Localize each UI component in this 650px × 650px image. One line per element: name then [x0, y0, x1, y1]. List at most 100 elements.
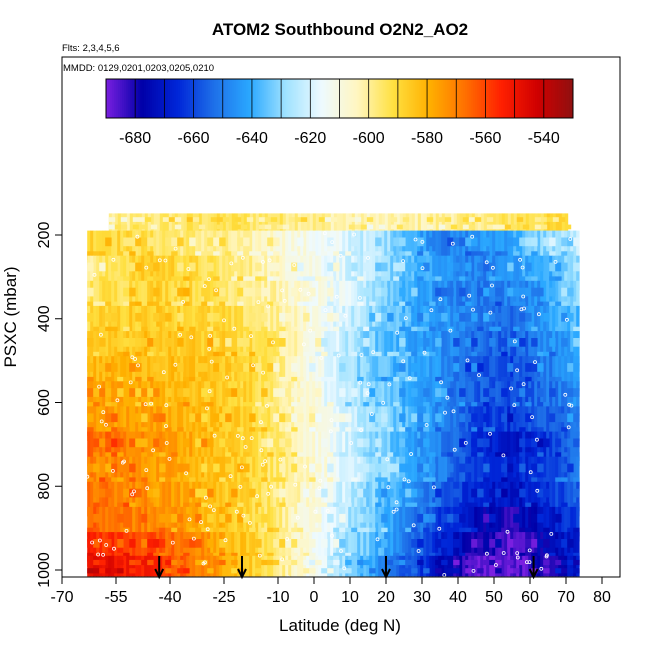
- heatmap-cell: [120, 456, 124, 492]
- heatmap-cell: [129, 431, 133, 467]
- heatmap-cell: [117, 438, 124, 448]
- heatmap-cell: [558, 356, 562, 391]
- heatmap-cell: [267, 338, 274, 347]
- heatmap-cell: [372, 431, 376, 467]
- heatmap-cell: [270, 532, 274, 567]
- heatmap-cell: [417, 230, 421, 266]
- heatmap-cell: [267, 452, 274, 461]
- heatmap-cell: [159, 463, 166, 473]
- heatmap-cell: [381, 305, 385, 341]
- heatmap-cell: [252, 506, 256, 542]
- heatmap-cell: [561, 568, 568, 574]
- heatmap-cell: [414, 406, 418, 441]
- heatmap-cell: [174, 280, 178, 316]
- heatmap-cell: [117, 331, 121, 366]
- heatmap-cell: [132, 217, 140, 222]
- heatmap-cell: [555, 280, 559, 316]
- heatmap-cell: [456, 381, 460, 416]
- colorbar-swatch: [539, 79, 542, 118]
- heatmap-cell: [246, 506, 250, 542]
- heatmap-cell: [117, 305, 121, 341]
- heatmap-cell: [402, 456, 406, 492]
- heatmap-cell: [474, 381, 478, 416]
- heatmap-cell: [405, 312, 412, 322]
- colorbar-swatch: [203, 79, 207, 118]
- heatmap-cell: [117, 456, 121, 492]
- heatmap-cell: [372, 381, 376, 416]
- heatmap-cell: [201, 555, 205, 577]
- heatmap-cell: [303, 213, 308, 232]
- heatmap-cell: [489, 230, 493, 266]
- colorbar-swatch: [111, 79, 115, 118]
- heatmap-cell: [294, 506, 298, 542]
- heatmap-cell: [198, 255, 202, 291]
- heatmap-cell: [468, 213, 473, 232]
- heatmap-cell: [105, 381, 109, 416]
- heatmap-cell: [573, 376, 580, 386]
- heatmap-cell: [360, 230, 364, 266]
- heatmap-cell: [504, 230, 508, 266]
- heatmap-cell: [327, 255, 331, 291]
- heatmap-cell: [108, 217, 116, 222]
- heatmap-cell: [174, 481, 178, 517]
- sample-dot: [133, 357, 138, 361]
- heatmap-cell: [243, 276, 250, 286]
- heatmap-cell: [300, 506, 304, 542]
- heatmap-cell: [243, 356, 247, 391]
- heatmap-cell: [558, 481, 562, 517]
- colorbar-swatch: [569, 79, 572, 118]
- heatmap-cell: [135, 262, 142, 272]
- colorbar-swatch: [441, 79, 444, 118]
- heatmap-cell: [183, 463, 190, 473]
- heatmap-cell: [243, 532, 247, 567]
- colorbar-swatch: [377, 79, 380, 118]
- heatmap-cell: [489, 452, 496, 461]
- heatmap-cell: [489, 280, 493, 316]
- heatmap-cell: [153, 438, 160, 448]
- heatmap-cell: [201, 388, 208, 397]
- heatmap-cell: [564, 213, 569, 232]
- heatmap-cell: [228, 356, 232, 391]
- heatmap-cell: [132, 230, 136, 266]
- heatmap-cell: [213, 555, 217, 577]
- heatmap-cell: [570, 506, 574, 542]
- heatmap-cell: [168, 456, 172, 492]
- heatmap-cell: [132, 506, 136, 542]
- heatmap-cell: [327, 230, 331, 266]
- heatmap-cell: [336, 532, 340, 567]
- heatmap-cell: [237, 280, 241, 316]
- heatmap-cell: [462, 217, 470, 222]
- heatmap-cell: [327, 456, 331, 492]
- heatmap-cell: [282, 230, 286, 266]
- heatmap-cell: [300, 532, 304, 567]
- heatmap-cell: [168, 406, 172, 441]
- heatmap-cell: [483, 251, 490, 260]
- heatmap-cell: [444, 230, 448, 266]
- heatmap-cell: [567, 356, 571, 391]
- heatmap-cell: [153, 262, 160, 272]
- heatmap-cell: [570, 532, 574, 567]
- colorbar-swatch: [149, 79, 153, 118]
- sample-dot: [149, 401, 154, 406]
- heatmap-cell: [153, 287, 160, 297]
- heatmap-cell: [183, 539, 190, 548]
- heatmap-cell: [330, 481, 334, 517]
- heatmap-cell: [273, 351, 280, 361]
- heatmap-cell: [567, 388, 574, 397]
- heatmap-cell: [294, 331, 298, 366]
- heatmap-cell: [249, 255, 253, 291]
- heatmap-cell: [537, 381, 541, 416]
- heatmap-cell: [375, 438, 382, 448]
- heatmap-cell: [351, 381, 355, 416]
- heatmap-cell: [273, 363, 280, 372]
- heatmap-cell: [372, 255, 376, 291]
- heatmap-cell: [105, 568, 112, 574]
- heatmap-cell: [159, 438, 166, 448]
- heatmap-cell: [120, 280, 124, 316]
- heatmap-cell: [237, 555, 241, 577]
- x-axis: -70 -55 -40 -25 -10 0 10 20 30 40 50 60 70 80: [50, 577, 611, 606]
- heatmap-cell: [432, 506, 436, 542]
- heatmap-cell: [156, 356, 160, 391]
- heatmap-cell: [564, 506, 568, 542]
- heatmap-cell: [516, 217, 524, 222]
